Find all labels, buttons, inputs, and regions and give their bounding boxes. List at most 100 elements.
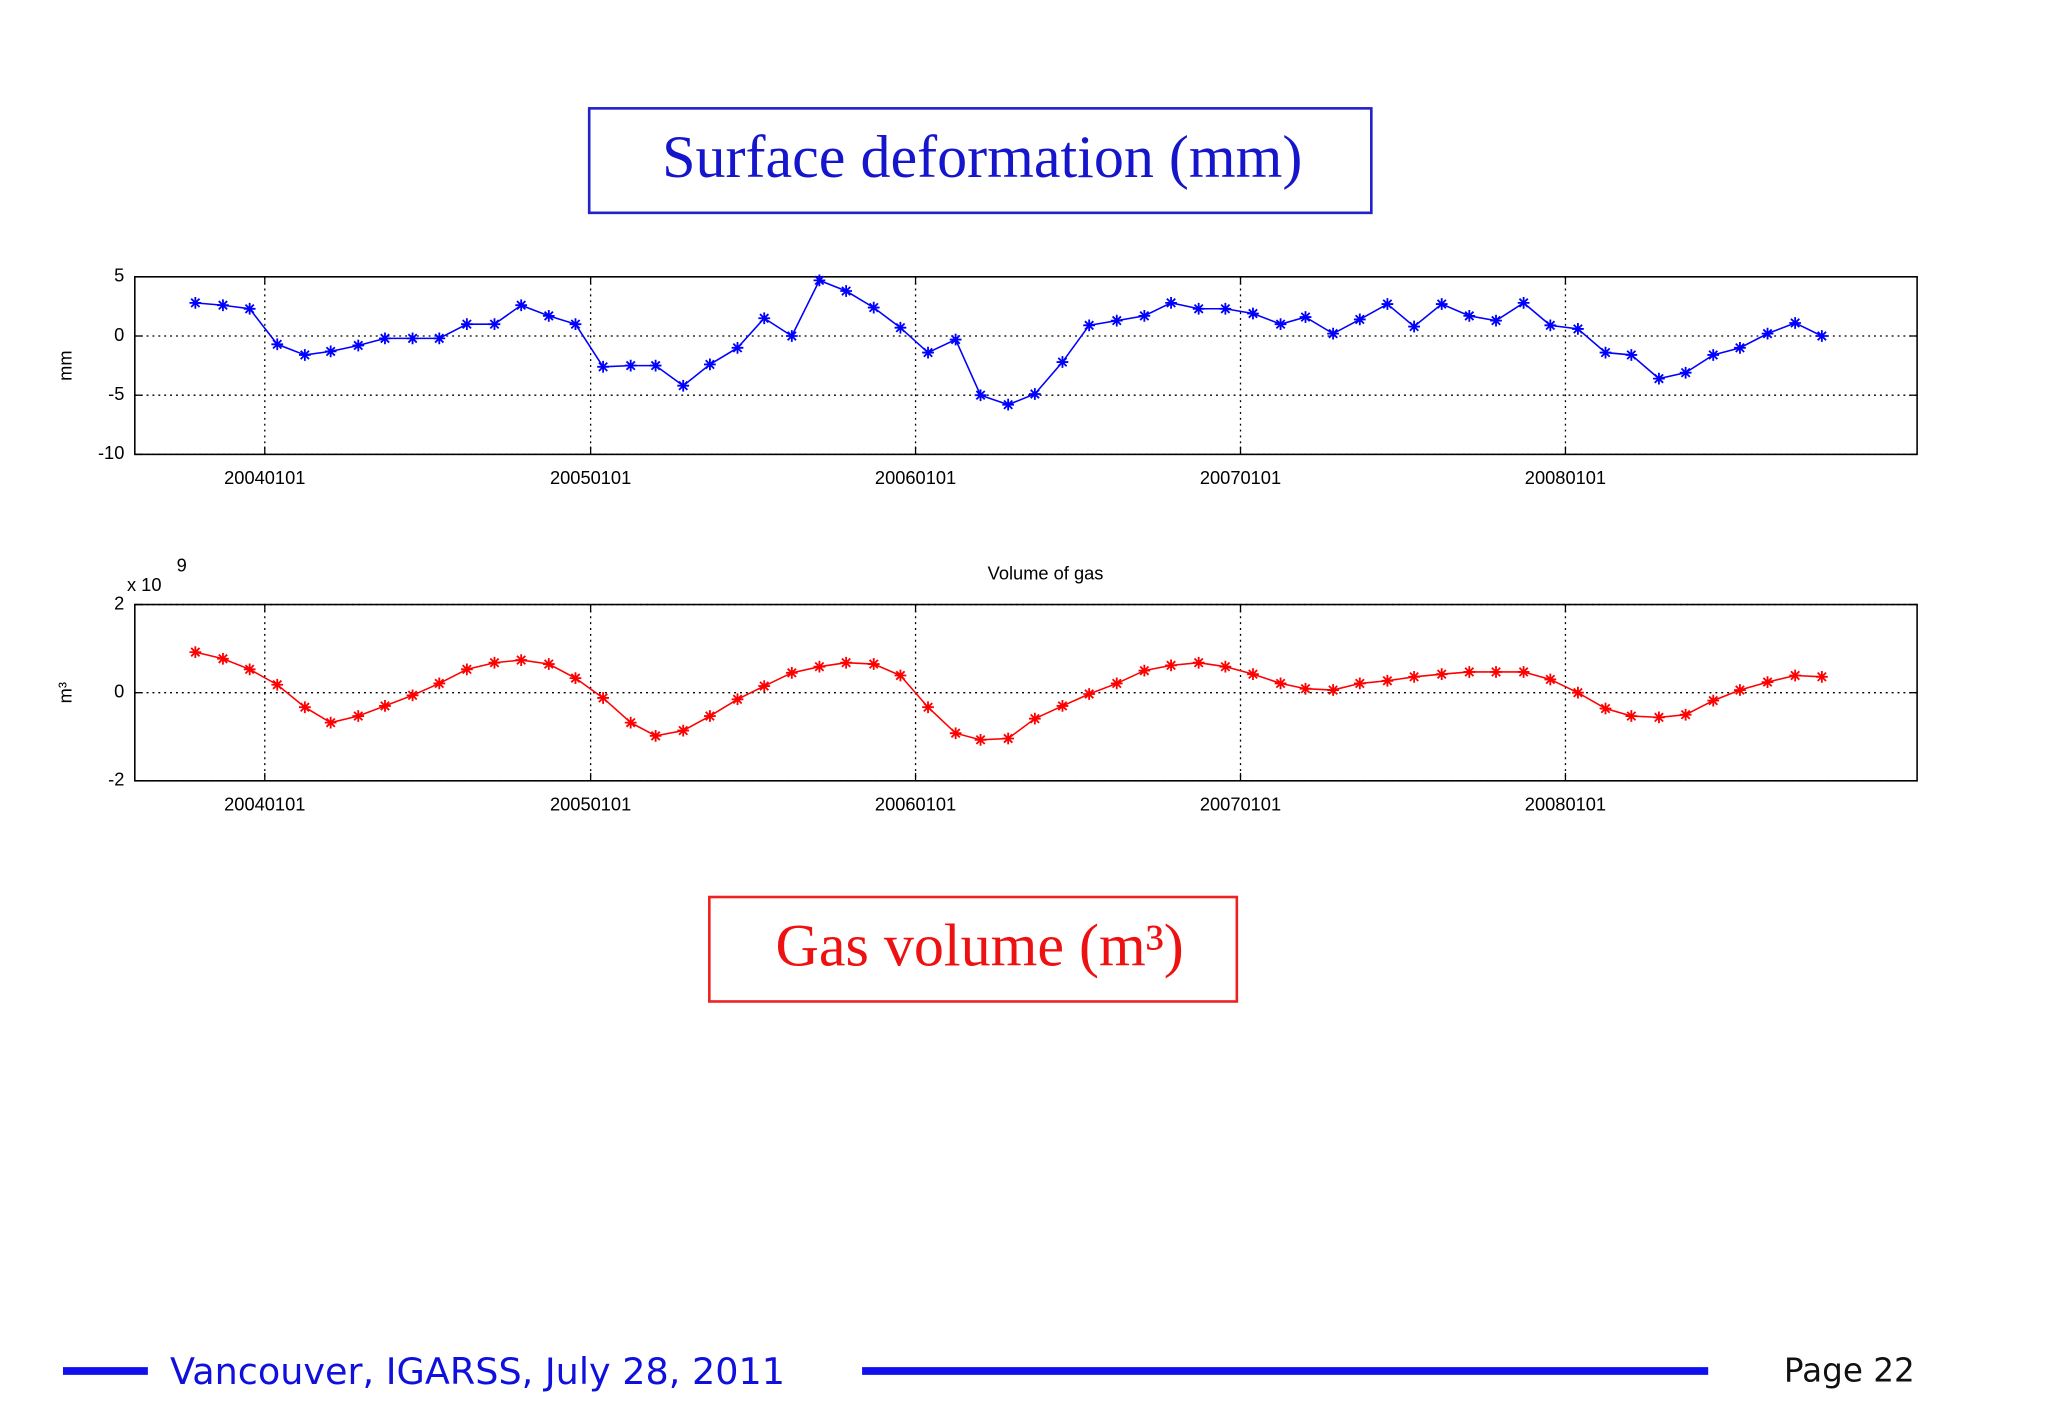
data-marker	[1056, 356, 1069, 368]
x-tick-label: 20080101	[1525, 467, 1606, 488]
data-marker	[352, 339, 365, 352]
x-tick-label: 20070101	[1200, 793, 1281, 814]
data-marker	[813, 274, 826, 287]
data-marker	[1381, 674, 1394, 687]
data-marker	[1247, 668, 1259, 681]
data-marker	[1625, 710, 1638, 722]
data-marker	[1517, 296, 1530, 309]
data-marker	[1247, 307, 1259, 320]
data-marker	[1599, 346, 1612, 359]
data-marker	[922, 346, 934, 359]
data-marker	[406, 332, 419, 345]
data-marker	[1653, 372, 1665, 385]
data-marker	[1219, 660, 1232, 673]
data-marker	[704, 710, 716, 722]
plot-area	[134, 603, 1918, 782]
data-marker	[488, 656, 501, 669]
data-marker	[189, 296, 202, 309]
data-marker	[1707, 349, 1720, 361]
data-marker	[731, 693, 744, 706]
data-marker	[406, 689, 419, 702]
data-marker	[1734, 684, 1746, 696]
axis-multiplier-exponent: 9	[177, 555, 187, 576]
data-marker	[1408, 320, 1420, 333]
data-marker	[1707, 694, 1720, 707]
data-marker	[1327, 684, 1339, 696]
data-marker	[515, 654, 528, 666]
data-marker	[949, 333, 962, 346]
data-marker	[1327, 327, 1339, 340]
caption: Gas volume (m³)	[775, 912, 1183, 979]
data-marker	[813, 660, 826, 673]
data-marker	[785, 330, 798, 342]
chart-title: Volume of gas	[988, 562, 1104, 583]
x-tick-label: 20050101	[550, 793, 631, 814]
data-marker	[1028, 388, 1041, 400]
data-marker	[1734, 341, 1746, 354]
data-marker	[1274, 318, 1287, 331]
x-tick-label: 20060101	[875, 467, 956, 488]
data-marker	[974, 733, 987, 746]
data-marker	[1679, 366, 1692, 379]
data-marker	[1463, 666, 1476, 678]
data-marker	[461, 318, 473, 331]
data-marker	[1490, 666, 1502, 678]
data-marker	[1544, 319, 1557, 332]
data-marker	[461, 663, 473, 676]
data-marker	[1138, 310, 1151, 322]
caption-box	[708, 895, 1239, 1003]
data-marker	[1435, 298, 1448, 310]
data-marker	[1381, 298, 1394, 310]
axis-multiplier: x 10	[127, 574, 162, 595]
data-marker	[298, 701, 311, 714]
data-marker	[894, 321, 907, 334]
y-tick-label: 0	[114, 324, 124, 345]
data-marker	[1056, 700, 1069, 712]
data-marker	[922, 701, 934, 714]
data-marker	[1110, 677, 1123, 690]
data-marker	[731, 341, 744, 354]
data-marker	[1544, 673, 1557, 686]
data-marker	[1219, 302, 1232, 315]
data-marker	[624, 716, 637, 729]
data-marker	[324, 345, 337, 358]
data-marker	[1653, 711, 1665, 724]
data-marker	[1083, 688, 1096, 700]
data-marker	[1192, 656, 1205, 669]
data-marker	[785, 666, 798, 679]
y-tick-label: -10	[98, 442, 124, 463]
data-marker	[1599, 702, 1612, 715]
data-marker	[1192, 302, 1205, 315]
data-marker	[1463, 310, 1476, 322]
data-marker	[1138, 664, 1151, 677]
y-tick-label: -2	[108, 769, 124, 790]
data-marker	[1299, 311, 1312, 323]
data-marker	[379, 332, 391, 345]
data-marker	[758, 312, 771, 325]
x-tick-label: 20080101	[1525, 793, 1606, 814]
data-marker	[649, 359, 662, 372]
data-marker	[974, 389, 987, 402]
data-marker	[1002, 732, 1015, 745]
data-marker	[1789, 317, 1802, 329]
data-marker	[217, 652, 229, 665]
data-marker	[1815, 670, 1828, 683]
data-marker	[243, 302, 256, 315]
data-marker	[243, 663, 256, 676]
data-marker	[352, 710, 365, 722]
data-marker	[624, 359, 637, 372]
data-marker	[1002, 398, 1015, 411]
x-tick-label: 20040101	[224, 467, 305, 488]
data-marker	[1761, 676, 1774, 688]
page-number: Page 22	[1784, 1351, 1915, 1389]
data-marker	[1572, 686, 1584, 699]
data-marker	[324, 716, 337, 729]
x-tick-label: 20060101	[875, 793, 956, 814]
y-axis-label: m³	[55, 682, 76, 703]
data-marker	[488, 318, 501, 331]
data-marker	[1353, 677, 1366, 690]
data-marker	[1679, 708, 1692, 721]
data-marker	[649, 729, 662, 742]
x-tick-label: 20040101	[224, 793, 305, 814]
